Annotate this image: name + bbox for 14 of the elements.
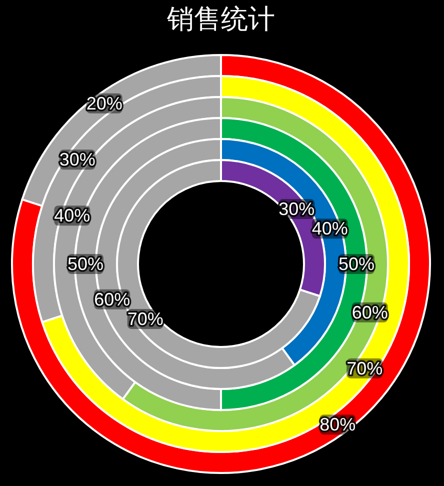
data-label: 20% [86,93,122,114]
chart-title: 销售统计 [166,4,275,35]
data-label: 50% [338,254,375,274]
data-label: 50% [67,254,104,274]
data-label: 30% [59,150,96,170]
data-label: 40% [312,218,348,239]
data-label: 80% [320,414,356,435]
data-label: 60% [352,302,388,322]
data-label: 60% [94,289,130,310]
data-label: 70% [127,308,164,329]
data-label: 70% [346,358,383,378]
data-label: 40% [54,206,90,226]
data-label: 30% [278,199,315,220]
donut-slice [11,54,431,474]
